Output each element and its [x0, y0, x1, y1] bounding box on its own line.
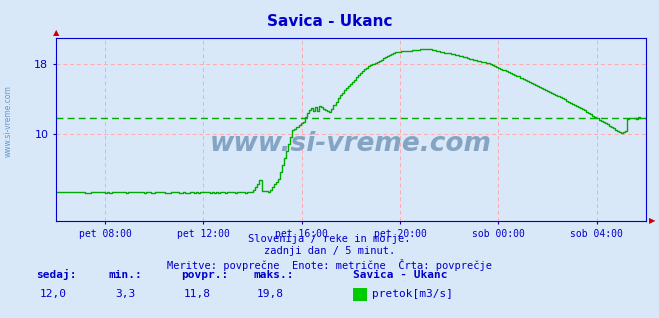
Text: min.:: min.:	[109, 270, 142, 280]
Text: Meritve: povprečne  Enote: metrične  Črta: povprečje: Meritve: povprečne Enote: metrične Črta:…	[167, 259, 492, 271]
Text: 3,3: 3,3	[115, 289, 135, 299]
Text: pretok[m3/s]: pretok[m3/s]	[372, 289, 453, 299]
Text: www.si-vreme.com: www.si-vreme.com	[3, 85, 13, 157]
Text: ▲: ▲	[53, 28, 59, 37]
Text: Slovenija / reke in morje.: Slovenija / reke in morje.	[248, 234, 411, 244]
Text: povpr.:: povpr.:	[181, 270, 229, 280]
Text: 11,8: 11,8	[185, 289, 211, 299]
Text: 12,0: 12,0	[40, 289, 66, 299]
Text: zadnji dan / 5 minut.: zadnji dan / 5 minut.	[264, 246, 395, 256]
Text: maks.:: maks.:	[254, 270, 294, 280]
Text: Savica - Ukanc: Savica - Ukanc	[353, 270, 447, 280]
Text: www.si-vreme.com: www.si-vreme.com	[210, 131, 492, 157]
Text: Savica - Ukanc: Savica - Ukanc	[267, 14, 392, 29]
Text: 19,8: 19,8	[257, 289, 283, 299]
Text: sedaj:: sedaj:	[36, 269, 76, 280]
Text: ▶: ▶	[648, 217, 655, 225]
